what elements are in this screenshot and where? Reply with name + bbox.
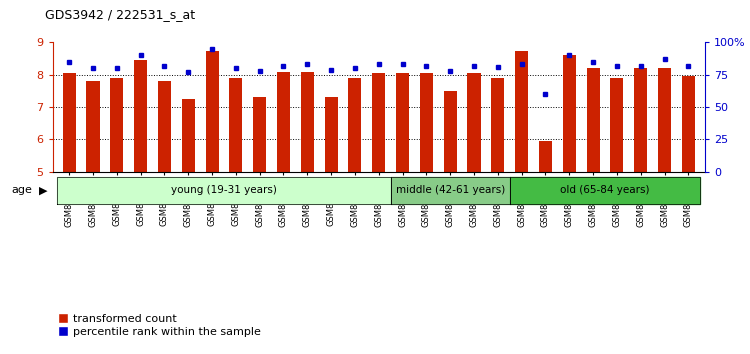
Text: young (19-31 years): young (19-31 years) bbox=[171, 185, 277, 195]
Bar bbox=[634, 68, 647, 172]
Bar bbox=[62, 73, 76, 172]
Bar bbox=[586, 68, 599, 172]
Bar bbox=[610, 78, 623, 172]
Bar bbox=[158, 81, 171, 172]
Bar bbox=[444, 91, 457, 172]
Bar bbox=[515, 51, 528, 172]
Bar bbox=[206, 51, 218, 172]
Bar bbox=[182, 99, 195, 172]
Text: ▶: ▶ bbox=[39, 185, 47, 195]
Bar bbox=[254, 97, 266, 172]
Bar bbox=[682, 76, 695, 172]
Bar bbox=[372, 73, 386, 172]
Legend: transformed count, percentile rank within the sample: transformed count, percentile rank withi… bbox=[58, 314, 260, 337]
Text: age: age bbox=[11, 185, 32, 195]
Bar bbox=[86, 81, 100, 172]
Bar bbox=[420, 73, 433, 172]
Bar bbox=[539, 141, 552, 172]
Text: old (65-84 years): old (65-84 years) bbox=[560, 185, 650, 195]
Bar bbox=[134, 60, 147, 172]
Bar bbox=[301, 72, 313, 172]
Text: middle (42-61 years): middle (42-61 years) bbox=[395, 185, 505, 195]
Bar bbox=[467, 73, 481, 172]
Bar bbox=[658, 68, 671, 172]
Bar bbox=[491, 78, 504, 172]
Bar bbox=[277, 72, 290, 172]
Bar bbox=[396, 73, 409, 172]
Bar bbox=[230, 78, 242, 172]
Bar bbox=[325, 97, 338, 172]
Bar bbox=[562, 56, 576, 172]
Bar bbox=[349, 78, 361, 172]
Text: GDS3942 / 222531_s_at: GDS3942 / 222531_s_at bbox=[45, 8, 195, 21]
Bar bbox=[110, 78, 123, 172]
